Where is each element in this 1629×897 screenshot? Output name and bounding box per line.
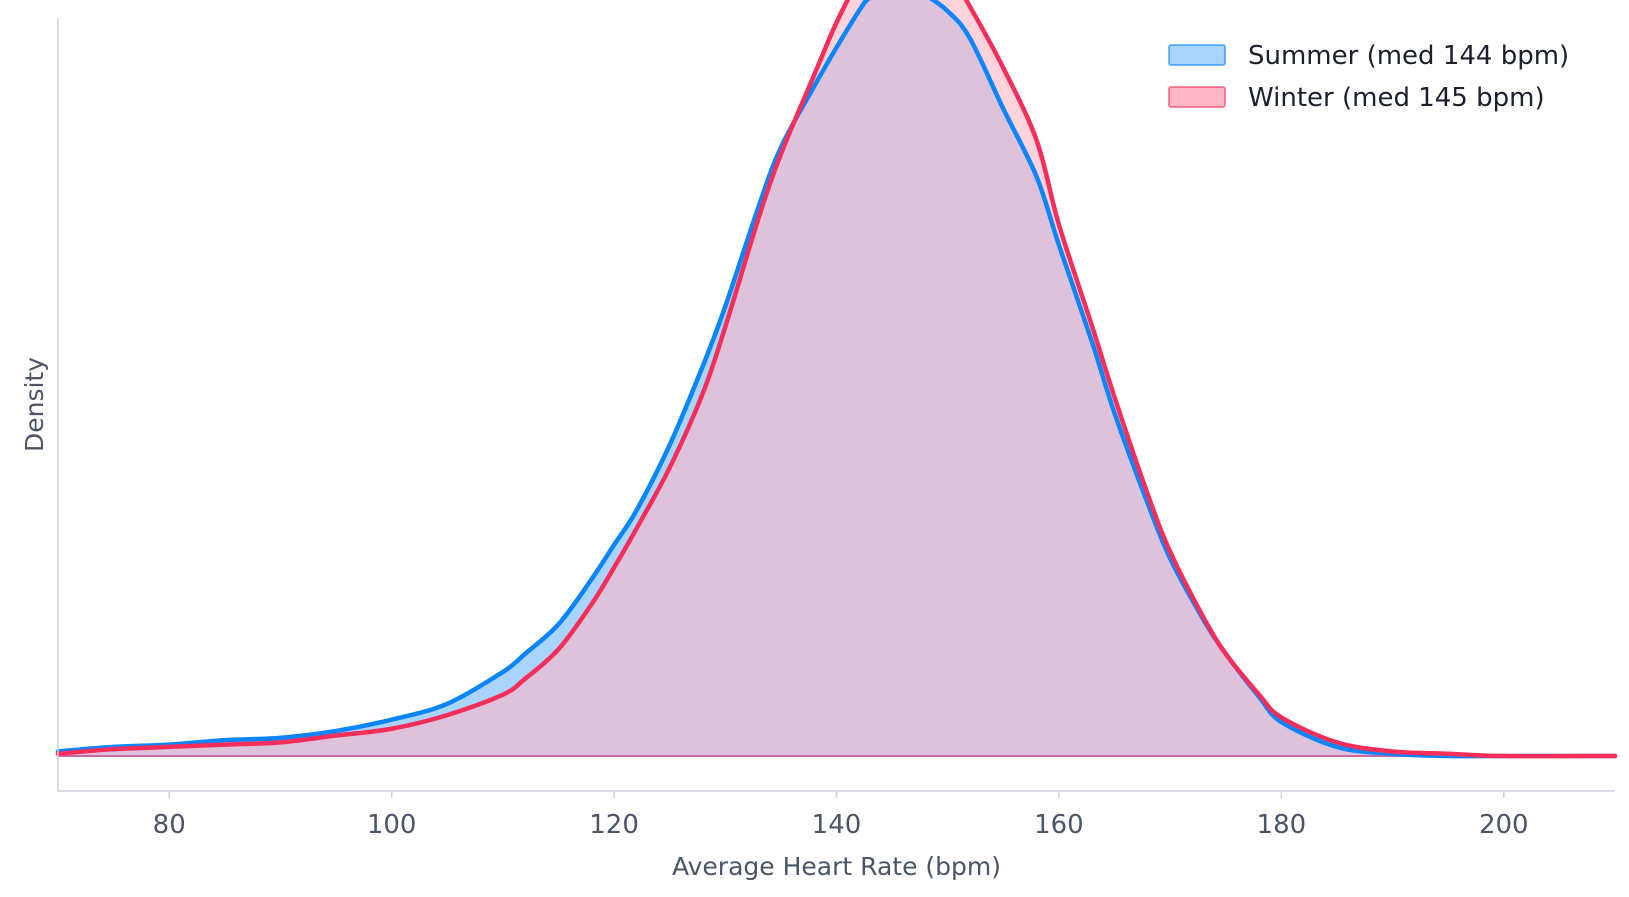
x-tick-label: 100 (367, 810, 417, 840)
y-axis-title: Density (20, 357, 49, 452)
legend-swatch-winter (1168, 86, 1226, 108)
x-tick-label: 80 (153, 810, 186, 840)
legend: Summer (med 144 bpm) Winter (med 145 bpm) (1168, 41, 1569, 113)
x-axis-title: Average Heart Rate (bpm) (672, 852, 1001, 881)
x-tick-label: 120 (589, 810, 639, 840)
x-tick-label: 160 (1034, 810, 1084, 840)
legend-swatch-summer (1168, 44, 1226, 66)
x-tick-label: 140 (812, 810, 862, 840)
x-tick-label: 200 (1479, 810, 1529, 840)
density-areas (55, 0, 1618, 759)
density-line-winter (55, 0, 1618, 759)
legend-label-summer: Summer (med 144 bpm) (1248, 41, 1569, 71)
x-tick-label: 180 (1257, 810, 1307, 840)
x-axis-ticks: 80 100 120 140 160 180 200 (153, 791, 1529, 840)
legend-label-winter: Winter (med 145 bpm) (1248, 83, 1545, 113)
density-area-winter (58, 0, 1615, 757)
